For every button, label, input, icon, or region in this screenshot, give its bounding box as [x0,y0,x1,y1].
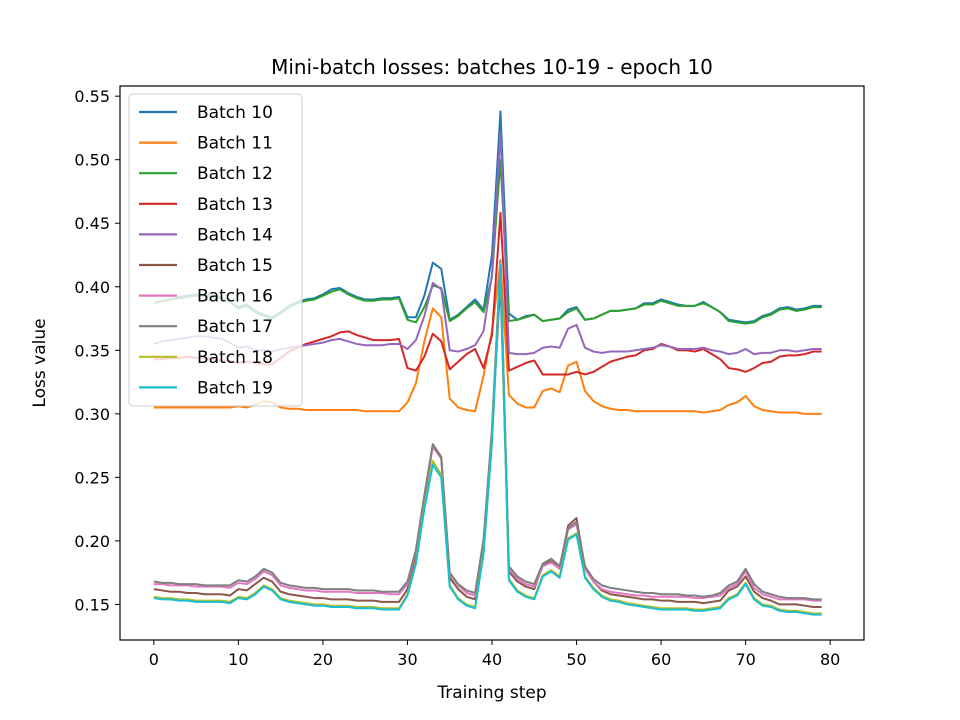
legend-label: Batch 17 [197,317,273,337]
y-tick-label: 0.35 [74,341,110,360]
y-tick-label: 0.40 [74,278,110,297]
y-tick-label: 0.45 [74,214,110,233]
y-axis-label: Loss value [30,318,50,407]
y-tick-label: 0.15 [74,595,110,614]
x-tick-label: 20 [313,650,333,669]
legend-label: Batch 19 [197,378,273,398]
legend-label: Batch 12 [197,164,273,184]
legend-label: Batch 14 [197,225,273,245]
y-axis-ticks: 0.15 0.20 0.25 0.30 0.35 0.40 0.45 0.50 0.55 [74,87,120,614]
x-tick-label: 60 [651,650,671,669]
legend-label: Batch 11 [197,134,273,154]
chart-title: Mini-batch losses: batches 10-19 - epoch… [271,55,713,79]
x-tick-label: 70 [735,650,755,669]
legend-label: Batch 15 [197,256,273,276]
y-tick-label: 0.25 [74,468,110,487]
y-tick-label: 0.50 [74,151,110,170]
legend-label: Batch 16 [197,287,273,307]
legend: Batch 10 Batch 11 Batch 12 Batch 13 Batch 14… [128,93,303,407]
x-tick-label: 30 [397,650,417,669]
legend-box [128,93,303,407]
x-tick-label: 50 [566,650,586,669]
x-tick-label: 40 [482,650,502,669]
legend-label: Batch 18 [197,348,273,368]
y-tick-label: 0.20 [74,532,110,551]
x-tick-label: 0 [149,650,159,669]
legend-label: Batch 13 [197,195,273,215]
y-tick-label: 0.30 [74,405,110,424]
x-axis-ticks: 0 10 20 30 40 50 60 70 80 [149,640,840,669]
series-line-10 [153,264,822,616]
x-axis-label: Training step [436,683,546,703]
x-tick-label: 10 [228,650,248,669]
y-tick-label: 0.55 [74,87,110,106]
legend-label: Batch 10 [197,103,273,123]
x-tick-label: 80 [820,650,840,669]
